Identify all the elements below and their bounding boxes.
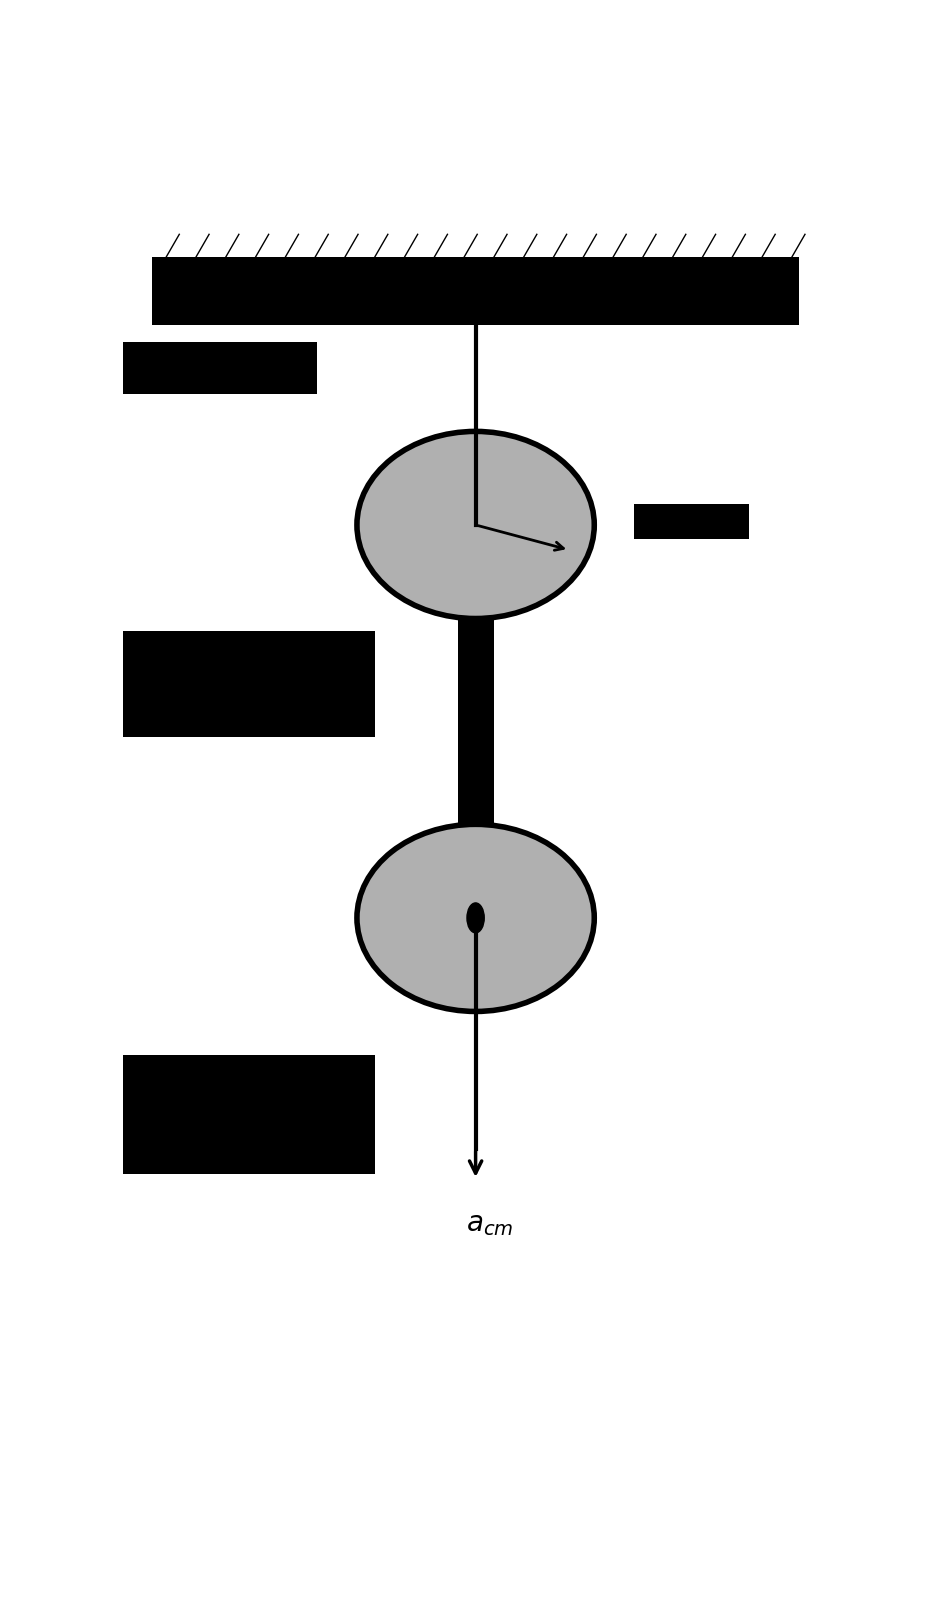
Bar (152, 256, 798, 326)
Bar (123, 342, 317, 394)
Ellipse shape (357, 431, 593, 619)
Text: $a_{cm}$: $a_{cm}$ (465, 1210, 514, 1238)
Bar (633, 504, 748, 539)
Bar (457, 619, 493, 825)
Bar (123, 1055, 375, 1173)
Bar (123, 632, 375, 737)
Ellipse shape (357, 825, 593, 1011)
Circle shape (466, 902, 484, 933)
